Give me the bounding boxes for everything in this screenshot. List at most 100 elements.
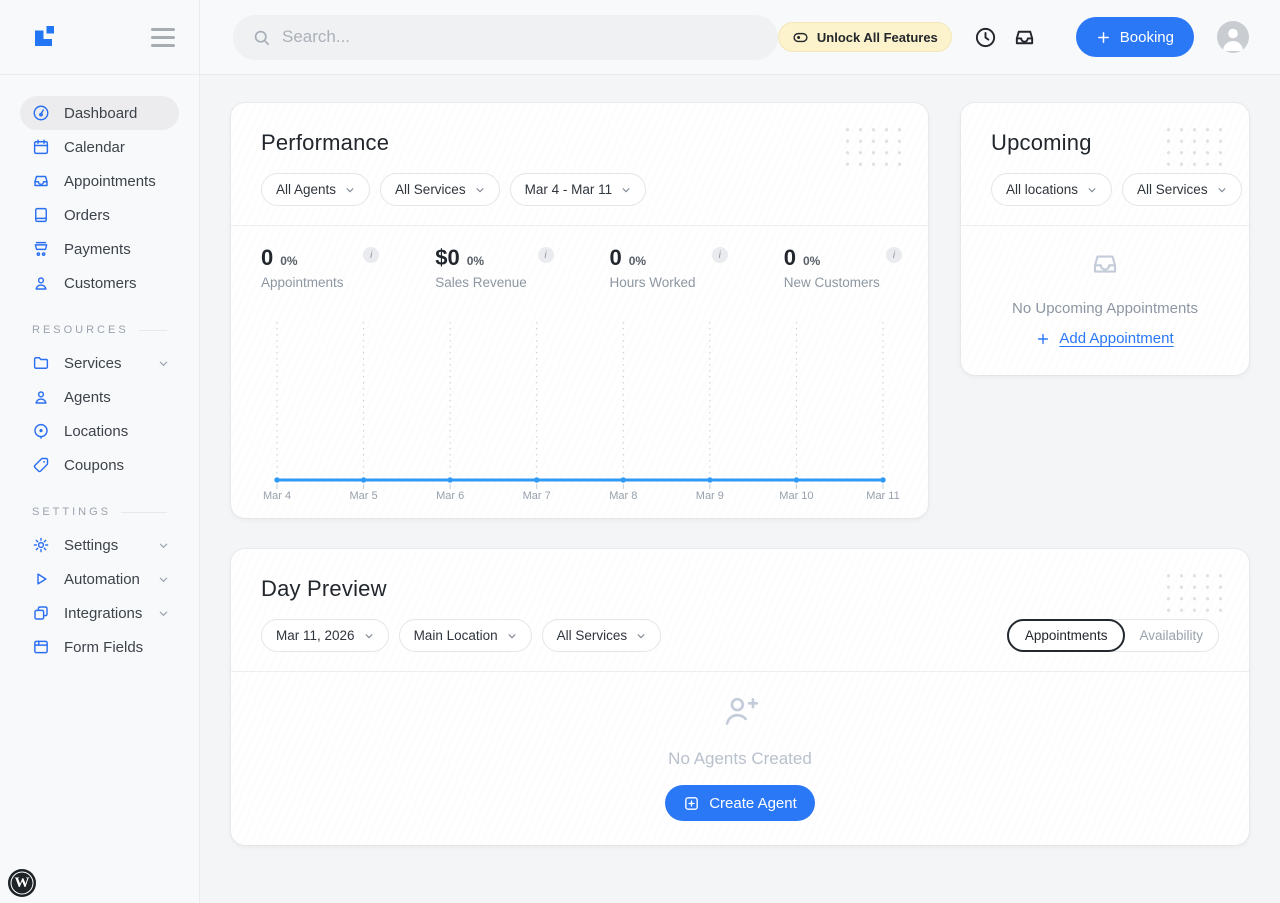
create-agent-button[interactable]: Create Agent [665,785,815,821]
user-add-icon [719,691,761,733]
sidebar-item-label: Locations [64,422,129,440]
inbox-tray-icon [1090,249,1120,279]
clock-icon[interactable] [974,26,997,49]
chevron-down-icon [158,574,169,585]
locations-filter-dropdown[interactable]: All locations [991,173,1113,206]
main-content: Performance All Agents All Services Mar … [200,75,1280,903]
stat-percent: 0% [466,254,485,268]
sidebar-item-calendar[interactable]: Calendar [20,130,179,164]
stat-value: 0 [261,245,274,270]
sidebar-item-settings[interactable]: Settings [20,528,179,562]
play-icon [32,570,50,588]
stat-value: 0 [609,245,622,270]
avatar[interactable] [1217,21,1249,53]
performance-title: Performance [261,130,390,155]
sidebar-header [0,0,199,75]
sidebar-section-settings: SETTINGS [32,506,167,518]
svg-text:Mar 9: Mar 9 [696,490,724,502]
info-icon[interactable]: i [711,247,728,263]
sidebar-item-label: Appointments [64,172,156,190]
plus-icon [1036,332,1050,346]
tab-appointments[interactable]: Appointments [1006,619,1126,652]
app-logo-icon[interactable] [30,23,58,51]
svg-text:Mar 7: Mar 7 [523,490,551,502]
sidebar-item-integrations[interactable]: Integrations [20,596,179,630]
sidebar-item-services[interactable]: Services [20,346,179,380]
calendar-icon [32,138,50,156]
stat-percent: 0% [280,254,298,268]
info-icon[interactable]: i [537,247,554,263]
view-toggle: Appointments Availability [1006,619,1219,652]
inbox-tray-icon[interactable] [1013,26,1036,49]
wordpress-icon[interactable]: W [8,869,36,897]
hamburger-menu-icon[interactable] [151,27,175,47]
plus-square-icon [683,795,700,812]
gauge-icon [32,104,50,122]
user-icon [32,274,50,292]
no-upcoming-appointments-text: No Upcoming Appointments [1012,300,1198,317]
services-filter-dropdown[interactable]: All Services [541,619,662,652]
performance-header: Performance All Agents All Services Mar … [231,103,928,226]
stat-new-customers: 0 0% New Customers i [754,226,928,310]
services-filter-dropdown[interactable]: All Services [1122,173,1242,206]
sidebar-item-coupons[interactable]: Coupons [20,448,179,482]
date-range-dropdown[interactable]: Mar 4 - Mar 11 [509,173,647,206]
sidebar-item-label: Customers [64,274,137,292]
sidebar-item-label: Form Fields [64,638,144,656]
day-preview-empty-state: No Agents Created Create Agent [231,672,1249,821]
gear-icon [32,536,50,554]
form-icon [32,638,50,656]
location-filter-dropdown[interactable]: Main Location [398,619,532,652]
stat-label: Sales Revenue [435,275,527,290]
chevron-down-icon [1087,185,1097,195]
cart-icon [32,240,50,258]
booking-button[interactable]: Booking [1075,17,1194,57]
chevron-down-icon [621,185,631,195]
performance-chart: Mar 4 Mar 5 Mar 6 Mar 7 Mar 8 Mar 9 Mar 10 Mar … [263,322,900,502]
stat-value: 0 [783,245,796,270]
sidebar-item-locations[interactable]: Locations [20,414,179,448]
search-bar[interactable] [233,14,778,60]
sidebar-item-label: Settings [64,536,119,554]
sidebar-item-customers[interactable]: Customers [20,266,179,300]
stat-percent: 0% [628,254,647,268]
day-preview-card: Day Preview Mar 11, 2026 Main Location [231,549,1249,845]
sidebar-item-appointments[interactable]: Appointments [20,164,179,198]
sidebar-item-form-fields[interactable]: Form Fields [20,630,179,664]
stat-hours-worked: 0 0% Hours Worked i [580,226,754,310]
no-agents-created-text: No Agents Created [668,749,812,768]
stat-label: Appointments [261,275,344,290]
chevron-down-icon [364,631,374,641]
book-icon [32,206,50,224]
sidebar-item-automation[interactable]: Automation [20,562,179,596]
stat-appointments: 0 0% Appointments i [231,226,405,310]
sidebar-item-label: Calendar [64,138,125,156]
sidebar-item-label: Orders [64,206,110,224]
sidebar-item-payments[interactable]: Payments [20,232,179,266]
chevron-down-icon [158,608,169,619]
svg-text:Mar 5: Mar 5 [350,490,378,502]
svg-text:Mar 11: Mar 11 [866,490,899,502]
info-icon[interactable]: i [886,247,902,263]
date-filter-dropdown[interactable]: Mar 11, 2026 [261,619,389,652]
stat-percent: 0% [803,254,821,268]
search-input[interactable] [282,27,759,47]
agents-filter-dropdown[interactable]: All Agents [261,173,371,206]
tab-availability[interactable]: Availability [1139,628,1203,643]
upcoming-title: Upcoming [991,130,1092,155]
sidebar-nav: Dashboard Calendar Appointments Orders [0,75,199,664]
sidebar-item-orders[interactable]: Orders [20,198,179,232]
info-icon[interactable]: i [363,247,380,263]
sidebar-item-agents[interactable]: Agents [20,380,179,414]
svg-text:Mar 10: Mar 10 [779,490,813,502]
services-filter-dropdown[interactable]: All Services [380,173,500,206]
inbox-tray-icon [32,172,50,190]
sidebar-item-dashboard[interactable]: Dashboard [20,96,179,130]
chevron-down-icon [507,631,517,641]
stat-sales-revenue: $0 0% Sales Revenue i [405,226,579,310]
add-appointment-link[interactable]: Add Appointment [1036,330,1174,347]
unlock-all-features-button[interactable]: Unlock All Features [777,22,952,52]
geo-target-icon [32,422,50,440]
performance-chart-area: Mar 4 Mar 5 Mar 6 Mar 7 Mar 8 Mar 9 Mar 10 Mar … [231,310,928,518]
performance-card: Performance All Agents All Services Mar … [231,103,928,518]
